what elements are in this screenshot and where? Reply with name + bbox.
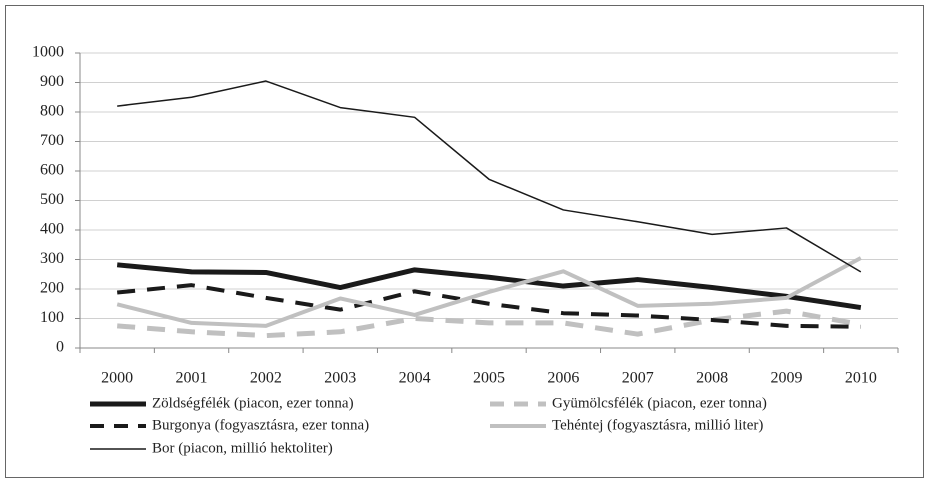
x-tick-label: 2004 bbox=[399, 370, 431, 387]
legend-label: Tehéntej (fogyasztásra, millió liter) bbox=[552, 417, 763, 433]
legend: Zöldségfélék (piacon, ezer tonna) Gyümölc… bbox=[90, 395, 767, 456]
legend-label: Bor (piacon, millió hektoliter) bbox=[152, 440, 333, 456]
chart-border bbox=[5, 5, 924, 478]
x-tick-label: 2001 bbox=[176, 370, 208, 387]
series-line bbox=[116, 308, 862, 339]
x-tick-label: 2010 bbox=[845, 370, 877, 387]
y-tick-label: 800 bbox=[40, 103, 64, 120]
x-tick-label: 2008 bbox=[696, 370, 728, 387]
series-line bbox=[116, 256, 862, 328]
y-tick-label: 700 bbox=[40, 132, 64, 149]
y-tick-label: 0 bbox=[56, 339, 64, 356]
legend-label: Zöldségfélék (piacon, ezer tonna) bbox=[152, 395, 354, 411]
y-tick-label: 300 bbox=[40, 250, 64, 267]
legend-label: Burgonya (fogyasztásra, ezer tonna) bbox=[152, 417, 369, 433]
y-tick-label: 900 bbox=[40, 73, 64, 90]
series-line bbox=[116, 283, 861, 329]
x-tick-label: 2006 bbox=[547, 370, 579, 387]
y-tick-label: 200 bbox=[40, 280, 64, 297]
x-tick-label: 2003 bbox=[324, 370, 356, 387]
y-tick-label: 600 bbox=[40, 162, 64, 179]
x-tick-label: 2002 bbox=[250, 370, 282, 387]
x-tick-label: 2000 bbox=[101, 370, 133, 387]
y-tick-label: 1000 bbox=[32, 44, 64, 61]
legend-label: Gyümölcsfélék (piacon, ezer tonna) bbox=[552, 395, 767, 411]
y-tick-label: 500 bbox=[40, 191, 64, 208]
y-tick-label: 100 bbox=[40, 309, 64, 326]
x-tick-label: 2009 bbox=[770, 370, 802, 387]
x-tick-label: 2005 bbox=[473, 370, 505, 387]
series-line bbox=[116, 262, 862, 311]
x-tick-label: 2007 bbox=[622, 370, 654, 387]
y-tick-label: 400 bbox=[40, 221, 64, 238]
series-line bbox=[117, 80, 862, 273]
